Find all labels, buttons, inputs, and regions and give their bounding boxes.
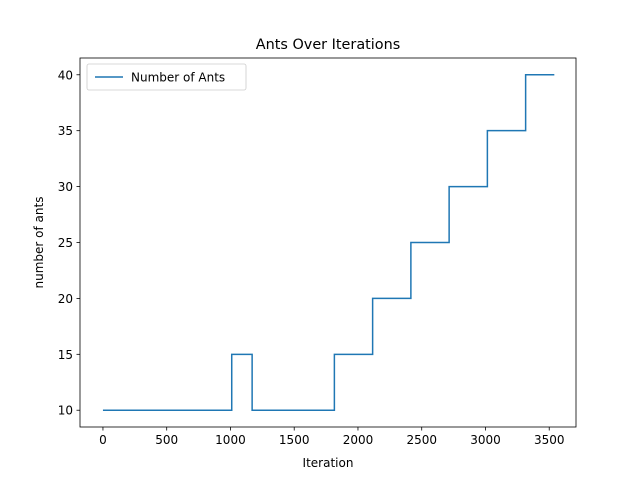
chart-title: Ants Over Iterations	[256, 37, 400, 53]
y-tick-label: 35	[58, 124, 73, 138]
y-tick-label: 25	[58, 236, 73, 250]
legend: Number of Ants	[86, 63, 247, 91]
legend-label: Number of Ants	[131, 71, 225, 85]
x-tick-label: 2000	[343, 433, 374, 447]
series-layer	[102, 74, 555, 411]
y-tick-label: 10	[58, 404, 73, 418]
y-tick-label: 20	[58, 292, 73, 306]
x-tick-label: 3500	[534, 433, 565, 447]
x-axis-label: Iteration	[303, 456, 354, 470]
x-tick-label: 500	[155, 433, 178, 447]
y-tick-label: 15	[58, 348, 73, 362]
x-tick-label: 0	[99, 433, 107, 447]
y-axis: 10 15 20 25 30 35 40	[58, 68, 80, 418]
y-axis-label: number of ants	[32, 197, 46, 289]
x-tick-label: 1500	[279, 433, 310, 447]
plot-area	[79, 57, 577, 428]
x-tick-label: 2500	[406, 433, 437, 447]
x-tick-label: 1000	[215, 433, 246, 447]
x-tick-label: 3000	[470, 433, 501, 447]
x-axis: 0 500 1000 1500 2000 2500 3000 3500	[99, 427, 564, 447]
legend-box	[86, 63, 247, 91]
y-tick-label: 40	[58, 68, 73, 82]
y-tick-label: 30	[58, 180, 73, 194]
series-line-0	[102, 74, 555, 411]
plot-frame	[79, 57, 577, 428]
